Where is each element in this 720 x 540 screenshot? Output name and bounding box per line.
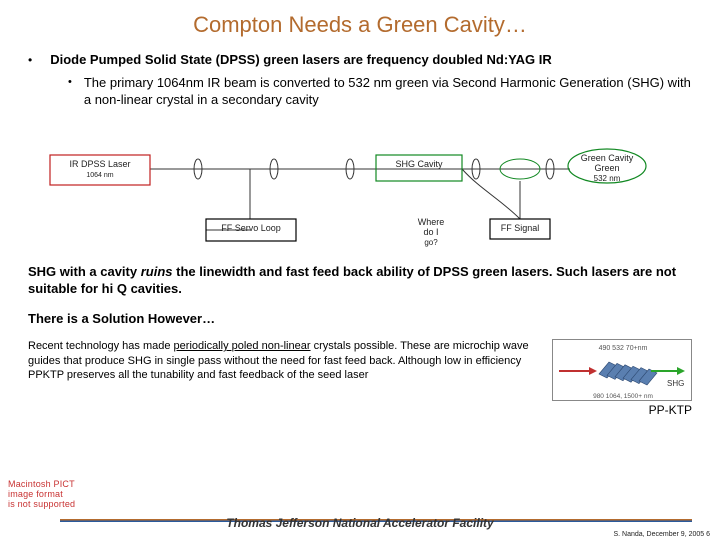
para-shg: SHG with a cavity ruins the linewidth an… [28, 263, 692, 298]
ppktp-label: PP-KTP [552, 403, 692, 417]
svg-text:Where: Where [418, 217, 445, 227]
sub-bullet-1: • The primary 1064nm IR beam is converte… [68, 75, 692, 109]
para-shg-italic: ruins [141, 264, 173, 279]
para-recent: Recent technology has made periodically … [28, 339, 542, 382]
sub-bullet-1-text: The primary 1064nm IR beam is converted … [84, 75, 692, 109]
pict-error: Macintosh PICT image format is not suppo… [8, 480, 75, 510]
svg-text:980 1064, 1500+ nm: 980 1064, 1500+ nm [593, 393, 653, 400]
svg-text:IR DPSS Laser: IR DPSS Laser [69, 159, 130, 169]
bullet-1-text: Diode Pumped Solid State (DPSS) green la… [50, 52, 552, 69]
footer-center: Thomas Jefferson National Accelerator Fa… [0, 516, 720, 530]
svg-text:Green: Green [594, 163, 619, 173]
slide-title: Compton Needs a Green Cavity… [28, 12, 692, 38]
svg-text:532 nm: 532 nm [594, 174, 621, 183]
svg-text:FF Servo Loop: FF Servo Loop [221, 223, 281, 233]
footer-right: S. Nanda, December 9, 2005 6 [613, 531, 710, 538]
para-shg-before: SHG with a cavity [28, 264, 141, 279]
sub-bullet-dot: • [68, 75, 72, 90]
ppktp-figure: 490 532 70+nm SHG 980 1064, 1500+ nm PP-KT… [552, 339, 692, 417]
para-solution: There is a Solution However… [28, 310, 692, 328]
bullet-dot: • [28, 52, 32, 69]
svg-text:490 532 70+nm: 490 532 70+nm [599, 345, 648, 352]
para-recent-before: Recent technology has made [28, 340, 174, 352]
svg-text:Green Cavity: Green Cavity [581, 153, 634, 163]
footer-line [60, 509, 692, 512]
para-recent-underline: periodically poled non-linear [174, 340, 311, 352]
bottom-row: Recent technology has made periodically … [28, 339, 692, 417]
svg-text:1064 nm: 1064 nm [86, 172, 113, 179]
svg-text:SHG: SHG [667, 379, 684, 388]
bullet-1: • Diode Pumped Solid State (DPSS) green … [28, 52, 692, 69]
svg-text:do I: do I [423, 227, 438, 237]
svg-text:FF Signal: FF Signal [501, 223, 540, 233]
ppktp-box: 490 532 70+nm SHG 980 1064, 1500+ nm [552, 339, 692, 401]
svg-text:SHG Cavity: SHG Cavity [395, 159, 443, 169]
laser-diagram: IR DPSS Laser 1064 nm SHG Cavity Green Cavi… [30, 119, 690, 249]
svg-text:go?: go? [424, 238, 438, 247]
